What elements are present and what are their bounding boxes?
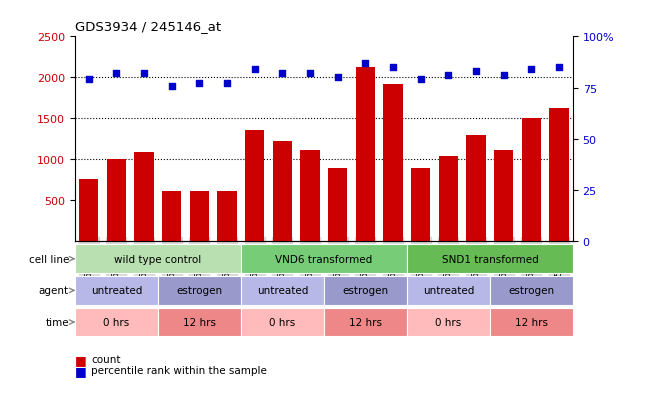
Bar <box>439 157 458 242</box>
Text: wild type control: wild type control <box>114 254 202 264</box>
Bar <box>241 276 324 305</box>
Bar <box>158 308 241 337</box>
Point <box>526 66 536 73</box>
Text: estrogen: estrogen <box>342 286 389 296</box>
Point <box>499 73 509 79</box>
Point <box>111 71 122 77</box>
Bar <box>241 245 407 273</box>
Bar <box>466 135 486 242</box>
Point <box>277 71 288 77</box>
Bar <box>411 169 430 242</box>
Bar <box>79 180 98 242</box>
Point <box>194 81 204 88</box>
Bar <box>273 142 292 242</box>
Bar <box>407 308 490 337</box>
Bar <box>494 150 514 242</box>
Text: 0 hrs: 0 hrs <box>436 317 462 327</box>
Bar <box>328 169 348 242</box>
Text: count: count <box>91 354 120 364</box>
Bar <box>189 192 209 242</box>
Text: 0 hrs: 0 hrs <box>104 317 130 327</box>
Bar <box>300 150 320 242</box>
Text: ■: ■ <box>75 364 87 377</box>
Bar <box>107 160 126 242</box>
Bar <box>521 118 541 242</box>
Text: cell line: cell line <box>29 254 69 264</box>
Text: untreated: untreated <box>90 286 142 296</box>
Point <box>167 83 177 90</box>
Point <box>388 64 398 71</box>
Text: untreated: untreated <box>422 286 474 296</box>
Text: agent: agent <box>39 286 69 296</box>
Point <box>360 60 370 67</box>
Bar <box>245 131 264 242</box>
Bar <box>355 68 375 242</box>
Bar <box>158 276 241 305</box>
Point <box>415 77 426 83</box>
Text: time: time <box>46 317 69 327</box>
Text: percentile rank within the sample: percentile rank within the sample <box>91 366 267 375</box>
Bar <box>324 276 407 305</box>
Bar <box>490 276 573 305</box>
Bar <box>75 245 241 273</box>
Point <box>333 75 343 81</box>
Text: 12 hrs: 12 hrs <box>183 317 216 327</box>
Text: SND1 transformed: SND1 transformed <box>441 254 538 264</box>
Point <box>443 73 454 79</box>
Text: ■: ■ <box>75 353 87 366</box>
Bar <box>324 308 407 337</box>
Point <box>471 69 481 75</box>
Text: VND6 transformed: VND6 transformed <box>275 254 372 264</box>
Bar <box>490 308 573 337</box>
Text: 12 hrs: 12 hrs <box>515 317 548 327</box>
Bar <box>162 192 182 242</box>
Bar <box>383 85 403 242</box>
Text: 12 hrs: 12 hrs <box>349 317 382 327</box>
Bar <box>75 308 158 337</box>
Point <box>139 71 149 77</box>
Point <box>554 64 564 71</box>
Point <box>222 81 232 88</box>
Text: untreated: untreated <box>256 286 308 296</box>
Point <box>249 66 260 73</box>
Text: estrogen: estrogen <box>176 286 223 296</box>
Text: GDS3934 / 245146_at: GDS3934 / 245146_at <box>75 20 221 33</box>
Bar <box>407 245 573 273</box>
Point <box>83 77 94 83</box>
Text: estrogen: estrogen <box>508 286 555 296</box>
Bar <box>407 276 490 305</box>
Bar <box>549 109 569 242</box>
Bar <box>241 308 324 337</box>
Point <box>305 71 315 77</box>
Bar <box>217 192 237 242</box>
Bar <box>134 153 154 242</box>
Bar <box>75 276 158 305</box>
Text: 0 hrs: 0 hrs <box>270 317 296 327</box>
